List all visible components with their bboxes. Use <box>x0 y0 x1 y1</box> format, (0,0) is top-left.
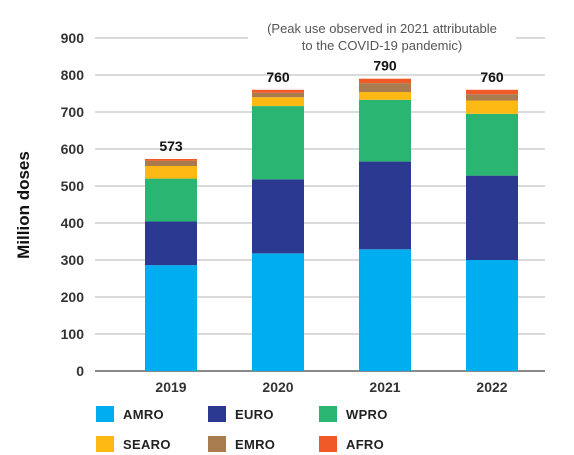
bar-segment-amro-2021 <box>359 249 411 371</box>
bar-segment-euro-2021 <box>359 161 411 250</box>
legend-swatch <box>319 436 337 452</box>
bar-segment-amro-2019 <box>145 265 197 371</box>
y-tick-label: 900 <box>61 30 85 46</box>
legend-label: EMRO <box>235 436 276 452</box>
stacked-bar-chart: 0 100 200 300 400 500 600 700 800 900 Million dos… <box>14 20 545 395</box>
bar-segment-wpro-2022 <box>466 113 518 176</box>
legend-swatch <box>96 436 114 452</box>
bar-segment-afro-2021 <box>359 78 411 84</box>
legend-label: WPRO <box>346 406 388 422</box>
total-label-2019: 573 <box>159 138 183 154</box>
y-tick-label: 700 <box>61 104 85 120</box>
legend-item-amro: AMRO <box>96 404 164 424</box>
bar-segment-afro-2020 <box>252 89 304 93</box>
bar-segment-euro-2020 <box>252 179 304 254</box>
y-tick-label: 500 <box>61 178 85 194</box>
annotation-line-2: to the COVID-19 pandemic) <box>302 38 462 53</box>
total-label-2021: 790 <box>373 58 397 74</box>
bar-segment-searo-2021 <box>359 92 411 100</box>
bar-segment-searo-2019 <box>145 166 197 179</box>
bar-segment-searo-2022 <box>466 100 518 114</box>
legend-item-wpro: WPRO <box>319 404 388 424</box>
legend-swatch <box>208 406 226 422</box>
y-tick-label: 300 <box>61 252 85 268</box>
legend-swatch <box>319 406 337 422</box>
bar-segment-wpro-2021 <box>359 99 411 162</box>
y-tick-label: 600 <box>61 141 85 157</box>
bar-segment-amro-2022 <box>466 260 518 371</box>
total-label-2022: 760 <box>480 69 504 85</box>
legend-swatch <box>208 436 226 452</box>
bar-segment-afro-2019 <box>145 158 197 161</box>
legend-item-emro: EMRO <box>208 434 275 454</box>
bar-segment-wpro-2019 <box>145 178 197 222</box>
y-tick-label: 800 <box>61 67 85 83</box>
bars: 573 760 790 760 <box>145 58 518 371</box>
legend-label: AMRO <box>123 406 164 422</box>
y-tick-label: 200 <box>61 289 85 305</box>
bar-segment-emro-2021 <box>359 83 411 93</box>
bar-segment-searo-2020 <box>252 97 304 107</box>
bar-segment-emro-2022 <box>466 94 518 101</box>
legend-label: SEARO <box>123 436 171 452</box>
y-tick-label: 400 <box>61 215 85 231</box>
x-tick-label: 2019 <box>155 379 186 395</box>
bar-segment-afro-2022 <box>466 89 518 95</box>
x-tick-label: 2022 <box>476 379 507 395</box>
annotation-line-1: (Peak use observed in 2021 attributable <box>267 21 497 36</box>
bar-segment-euro-2022 <box>466 175 518 260</box>
legend-label: EURO <box>235 406 274 422</box>
bar-segment-emro-2019 <box>145 160 197 167</box>
legend-swatch <box>96 406 114 422</box>
bar-segment-emro-2020 <box>252 92 304 98</box>
y-tick-label: 100 <box>61 326 85 342</box>
y-tick-label: 0 <box>76 363 84 379</box>
legend-item-searo: SEARO <box>96 434 171 454</box>
x-tick-label: 2020 <box>262 379 293 395</box>
bar-segment-amro-2020 <box>252 253 304 371</box>
y-axis: 0 100 200 300 400 500 600 700 800 900 <box>61 30 85 379</box>
annotation-background <box>248 20 516 55</box>
y-axis-label: Million doses <box>14 151 33 259</box>
x-axis: 2019 2020 2021 2022 <box>155 379 507 395</box>
annotation: (Peak use observed in 2021 attributable … <box>248 20 516 55</box>
legend-item-euro: EURO <box>208 404 274 424</box>
total-label-2020: 760 <box>266 69 290 85</box>
legend-label: AFRO <box>346 436 385 452</box>
bar-segment-wpro-2020 <box>252 106 304 180</box>
legend-item-afro: AFRO <box>319 434 384 454</box>
bar-segment-euro-2019 <box>145 221 197 266</box>
x-tick-label: 2021 <box>369 379 400 395</box>
